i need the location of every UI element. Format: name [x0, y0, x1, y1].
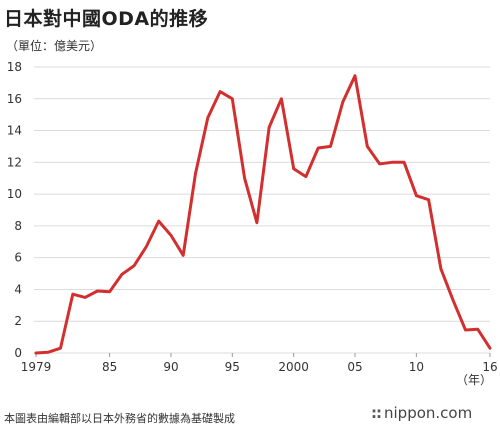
x-tick-label: 10: [409, 360, 424, 374]
y-axis-unit-label: （單位：億美元）: [6, 39, 103, 53]
chart-title: 日本對中國ODA的推移: [4, 8, 209, 30]
y-tick-label: 0: [14, 346, 22, 360]
chart-gridlines: [34, 66, 490, 354]
series-line: [34, 74, 492, 355]
y-tick-label: 16: [7, 92, 22, 106]
x-axis-tick-labels: 1979 85 90 95 2000 05 10 16: [21, 353, 498, 374]
y-tick-label: 4: [14, 282, 22, 296]
y-tick-label: 10: [7, 187, 22, 201]
logo-mark: ::: [371, 404, 382, 422]
y-tick-label: 18: [7, 60, 22, 74]
x-tick-label: 90: [163, 360, 178, 374]
nippon-logo: :: nippon.com: [371, 404, 472, 422]
y-tick-label: 14: [7, 124, 22, 138]
source-note: 本圖表由編輯部以日本外務省的數據為基礎製成: [4, 412, 235, 425]
chart-series: [34, 74, 492, 355]
x-tick-label: 16: [482, 360, 497, 374]
x-axis-unit-label: （年）: [456, 373, 492, 387]
y-tick-label: 6: [14, 251, 22, 265]
x-tick-label: 05: [347, 360, 362, 374]
x-tick-label: 2000: [278, 360, 309, 374]
y-tick-label: 8: [14, 219, 22, 233]
x-tick-label: 85: [102, 360, 117, 374]
y-tick-label: 12: [7, 155, 22, 169]
y-tick-label: 2: [14, 314, 22, 328]
x-tick-label: 1979: [21, 360, 52, 374]
y-axis-tick-labels: 0 2 4 6 8 10 12 14 16 18: [7, 60, 22, 360]
x-tick-label: 95: [225, 360, 240, 374]
logo-text: nippon.com: [384, 404, 473, 422]
